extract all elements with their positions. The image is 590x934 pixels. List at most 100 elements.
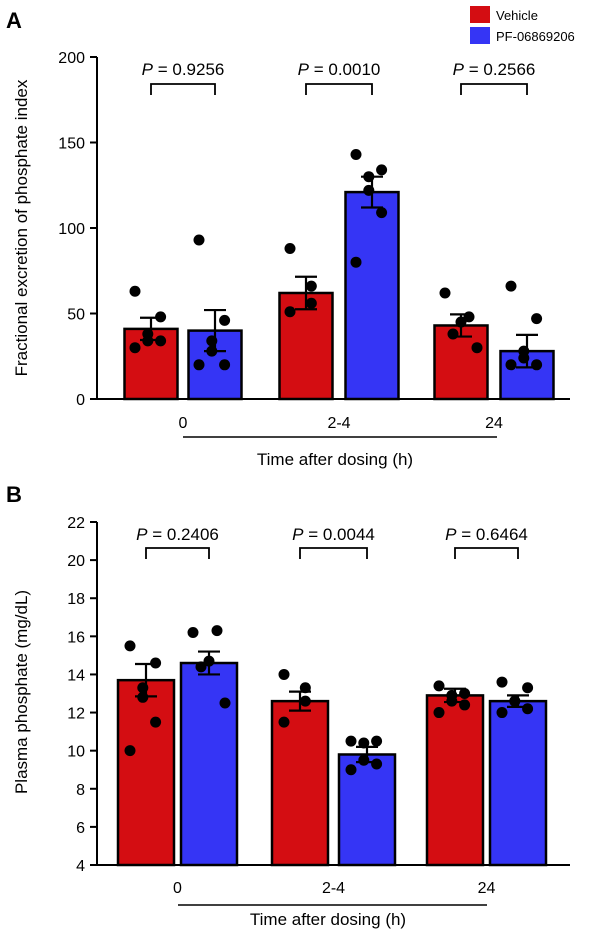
- y-tick-label: 22: [67, 515, 85, 532]
- data-point: [142, 335, 154, 347]
- bar: [433, 324, 489, 401]
- panel-b-ylabel: Plasma phosphate (mg/dL): [12, 590, 31, 794]
- data-point: [195, 661, 207, 673]
- panel-b-xlabel: Time after dosing (h): [250, 910, 406, 929]
- data-point: [358, 737, 370, 749]
- legend-label-pf: PF-06869206: [496, 29, 575, 44]
- significance-bracket: [145, 547, 210, 559]
- data-point: [531, 359, 543, 371]
- data-point: [278, 668, 290, 680]
- data-point: [278, 716, 290, 728]
- legend-swatch-vehicle: [470, 6, 490, 23]
- data-point: [439, 287, 451, 299]
- p-value-label: P = 0.2566: [453, 60, 536, 79]
- data-point: [371, 758, 383, 770]
- y-tick-label: 10: [67, 744, 85, 761]
- data-point: [447, 328, 459, 340]
- panel-b-plot: 4 6 8 10 12 14 16 18 20 22 0 2-4 24 P = 0.2406 P = 0.0…: [67, 515, 570, 906]
- data-point: [350, 256, 362, 268]
- data-point: [522, 703, 534, 715]
- data-point: [518, 352, 530, 364]
- data-point: [505, 359, 517, 371]
- data-point: [284, 306, 296, 318]
- data-point: [433, 707, 445, 719]
- y-tick-label: 12: [67, 706, 85, 723]
- y-tick-label: 50: [67, 307, 85, 324]
- data-point: [299, 682, 311, 694]
- legend: Vehicle PF-06869206: [470, 6, 575, 44]
- panel-a: A Fractional excretion of phosphate inde…: [6, 8, 570, 469]
- y-tick-label: 4: [76, 858, 85, 875]
- data-point: [150, 716, 162, 728]
- data-point: [305, 297, 317, 309]
- data-point: [505, 280, 517, 292]
- data-point: [137, 691, 149, 703]
- data-point: [371, 735, 383, 747]
- panel-b: B Plasma phosphate (mg/dL) Time after do…: [6, 482, 570, 929]
- y-tick-label: 8: [76, 782, 85, 799]
- y-tick-label: 16: [67, 629, 85, 646]
- significance-bracket: [454, 547, 519, 559]
- data-point: [345, 735, 357, 747]
- bar: [270, 699, 330, 867]
- x-tick-label: 0: [173, 880, 182, 897]
- data-point: [496, 707, 508, 719]
- data-point: [203, 655, 215, 667]
- data-point: [124, 745, 136, 757]
- significance-bracket: [305, 83, 373, 95]
- data-point: [155, 335, 167, 347]
- significance-bracket: [150, 83, 216, 95]
- p-value-label: P = 0.9256: [142, 60, 225, 79]
- y-tick-label: 18: [67, 591, 85, 608]
- data-point: [124, 640, 136, 652]
- y-tick-label: 200: [58, 50, 85, 67]
- panel-a-xlabel: Time after dosing (h): [257, 450, 413, 469]
- data-point: [299, 695, 311, 707]
- data-point: [150, 657, 162, 669]
- data-point: [446, 695, 458, 707]
- y-tick-label: 0: [76, 392, 85, 409]
- data-point: [193, 234, 205, 246]
- bar: [488, 699, 548, 867]
- significance-bracket: [299, 547, 368, 559]
- x-tick-label: 2-4: [327, 415, 350, 432]
- legend-label-vehicle: Vehicle: [496, 8, 538, 23]
- data-point: [187, 627, 199, 639]
- p-value-label: P = 0.6464: [445, 525, 528, 544]
- y-tick-label: 100: [58, 221, 85, 238]
- x-tick-label: 0: [179, 415, 188, 432]
- data-point: [455, 316, 467, 328]
- data-point: [206, 345, 218, 357]
- data-point: [219, 359, 231, 371]
- p-value-label: P = 0.2406: [136, 525, 219, 544]
- bar: [425, 694, 485, 867]
- legend-swatch-pf: [470, 27, 490, 44]
- data-point: [206, 335, 218, 347]
- data-point: [459, 688, 471, 699]
- data-point: [433, 680, 445, 692]
- data-point: [284, 243, 296, 255]
- data-point: [219, 314, 231, 326]
- data-point: [211, 625, 223, 637]
- data-point: [496, 676, 508, 688]
- data-point: [193, 359, 205, 371]
- significance-bracket: [460, 83, 528, 95]
- data-point: [363, 184, 375, 196]
- panel-a-ylabel: Fractional excretion of phosphate index: [12, 79, 31, 376]
- data-point: [471, 342, 483, 354]
- data-point: [155, 311, 167, 323]
- x-tick-label: 24: [485, 415, 503, 432]
- data-point: [358, 754, 370, 766]
- data-point: [363, 171, 375, 183]
- x-tick-label: 24: [478, 880, 496, 897]
- data-point: [137, 682, 149, 694]
- panel-b-label: B: [6, 482, 22, 507]
- data-point: [305, 280, 317, 292]
- p-value-label: P = 0.0010: [298, 60, 381, 79]
- data-point: [459, 699, 471, 711]
- data-point: [376, 164, 388, 176]
- data-point: [345, 764, 357, 776]
- data-point: [522, 682, 534, 694]
- panel-a-label: A: [6, 8, 22, 33]
